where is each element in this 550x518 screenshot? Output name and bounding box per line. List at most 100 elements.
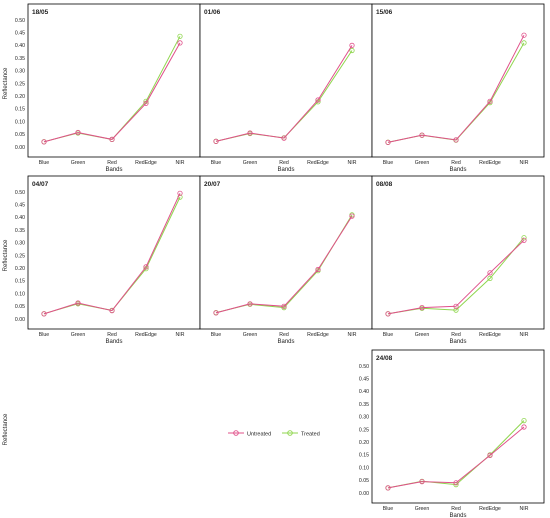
data-point-treated: [521, 235, 527, 241]
y-tick-label: 0.35: [359, 402, 369, 408]
y-axis-label: Reflectance: [3, 413, 9, 445]
panel-1: 18/05 0.00 0.05 0.10 0.15 0.20 0.25 0.30 0.35 0.4…: [3, 3, 201, 173]
data-point-untreated: [75, 129, 81, 136]
y-tick-label: 0.40: [15, 215, 25, 221]
data-point-untreated: [281, 303, 287, 309]
x-tick-label: Green: [71, 332, 86, 338]
x-axis-label: Bands: [449, 513, 466, 518]
data-point-untreated: [487, 452, 493, 458]
panel-frame: [27, 175, 201, 330]
legend: Untreated Treated: [228, 430, 320, 438]
y-tick-label: 0.10: [15, 291, 25, 297]
data-point-untreated: [109, 307, 115, 314]
x-tick-label: Blue: [211, 332, 221, 338]
data-point-treated: [349, 47, 355, 54]
data-point-treated: [177, 33, 183, 39]
data-point-untreated: [143, 264, 149, 270]
x-tick-label: Green: [415, 160, 430, 166]
x-tick-label: RedEdge: [479, 332, 501, 338]
panel-5: 20/07 Blue Green Red RedEdge NIR Bands: [199, 175, 373, 345]
x-tick-label: Red: [107, 332, 117, 338]
x-tick-label: Red: [279, 160, 289, 166]
y-tick-label: 0.05: [15, 304, 25, 310]
y-tick-label: 0.05: [15, 132, 25, 138]
data-point-untreated: [521, 424, 527, 430]
y-tick-label: 0.10: [15, 119, 25, 125]
panel-frame: [371, 175, 545, 330]
y-tick-label: 0.50: [359, 364, 369, 370]
x-axis-label: Bands: [277, 339, 294, 345]
data-point-untreated: [349, 213, 355, 219]
panel-frame: [27, 3, 201, 158]
x-tick-label: Red: [279, 332, 289, 338]
y-tick-label: 0.00: [15, 317, 25, 323]
x-tick-label: NIR: [520, 332, 529, 338]
y-tick-label: 0.00: [359, 491, 369, 497]
data-point-treated: [453, 307, 459, 313]
x-tick-label: NIR: [520, 506, 529, 512]
x-tick-label: Green: [415, 506, 430, 512]
y-tick-label: 0.25: [15, 253, 25, 259]
data-point-treated: [521, 417, 527, 424]
data-point-treated: [521, 40, 527, 46]
data-point-untreated: [75, 300, 81, 306]
data-point-untreated: [521, 237, 527, 243]
panel-6: 08/08 Blue Green Red RedEdge NIR Bands: [371, 175, 545, 345]
x-tick-label: Red: [451, 332, 461, 338]
x-tick-label: Green: [243, 160, 258, 166]
data-point-untreated: [385, 485, 391, 491]
panel-frame: [199, 3, 373, 158]
panel-title: 01/06: [204, 9, 221, 16]
data-point-untreated: [177, 40, 183, 46]
series-line-untreated: [387, 239, 525, 315]
data-point-untreated: [41, 311, 47, 317]
x-tick-label: RedEdge: [479, 506, 501, 512]
data-point-untreated: [521, 32, 527, 38]
panel-title: 24/08: [376, 355, 393, 362]
y-tick-label: 0.15: [359, 453, 369, 459]
data-point-untreated: [453, 137, 459, 143]
x-tick-label: NIR: [176, 332, 185, 338]
legend-untreated-marker: [233, 430, 239, 436]
x-tick-label: Green: [243, 332, 258, 338]
y-axis-label: Reflectance: [3, 67, 9, 99]
y-tick-label: 0.45: [15, 31, 25, 37]
panel-2: 01/06 Blue Green Red RedEdge NIR Bands: [199, 3, 373, 173]
y-tick-label: 0.15: [15, 279, 25, 285]
x-tick-label: Red: [451, 506, 461, 512]
data-point-untreated: [247, 130, 253, 136]
x-tick-label: RedEdge: [307, 160, 329, 166]
data-point-untreated: [385, 139, 391, 145]
series-line-untreated: [43, 193, 181, 315]
data-point-untreated: [143, 100, 149, 106]
panel-title: 18/05: [32, 9, 49, 16]
data-point-untreated: [281, 135, 287, 141]
panel-frame: [371, 349, 545, 504]
data-point-untreated: [419, 132, 425, 138]
panel-title: 20/07: [204, 181, 221, 188]
x-tick-label: Blue: [383, 506, 393, 512]
y-tick-label: 0.40: [359, 389, 369, 395]
x-tick-label: RedEdge: [135, 332, 157, 338]
series-line-untreated: [215, 45, 353, 142]
x-tick-label: Red: [451, 160, 461, 166]
panel-frame: [371, 3, 545, 158]
y-tick-label: 0.05: [359, 478, 369, 484]
data-point-untreated: [453, 480, 459, 486]
x-tick-label: NIR: [348, 160, 357, 166]
x-tick-label: RedEdge: [135, 160, 157, 166]
y-tick-label: 0.20: [15, 266, 25, 272]
x-tick-label: RedEdge: [479, 160, 501, 166]
panel-3: 15/06 Blue Green Red RedEdge NIR Bands: [371, 3, 545, 173]
data-point-untreated: [315, 97, 321, 103]
data-point-untreated: [487, 98, 493, 104]
y-tick-label: 0.45: [15, 203, 25, 209]
y-tick-label: 0.00: [15, 145, 25, 151]
data-point-untreated: [315, 266, 321, 273]
y-tick-label: 0.25: [359, 427, 369, 433]
x-tick-label: Blue: [383, 332, 393, 338]
x-axis-label: Bands: [449, 167, 466, 173]
y-tick-label: 0.30: [15, 69, 25, 75]
y-axis-label: Reflectance: [3, 239, 9, 271]
